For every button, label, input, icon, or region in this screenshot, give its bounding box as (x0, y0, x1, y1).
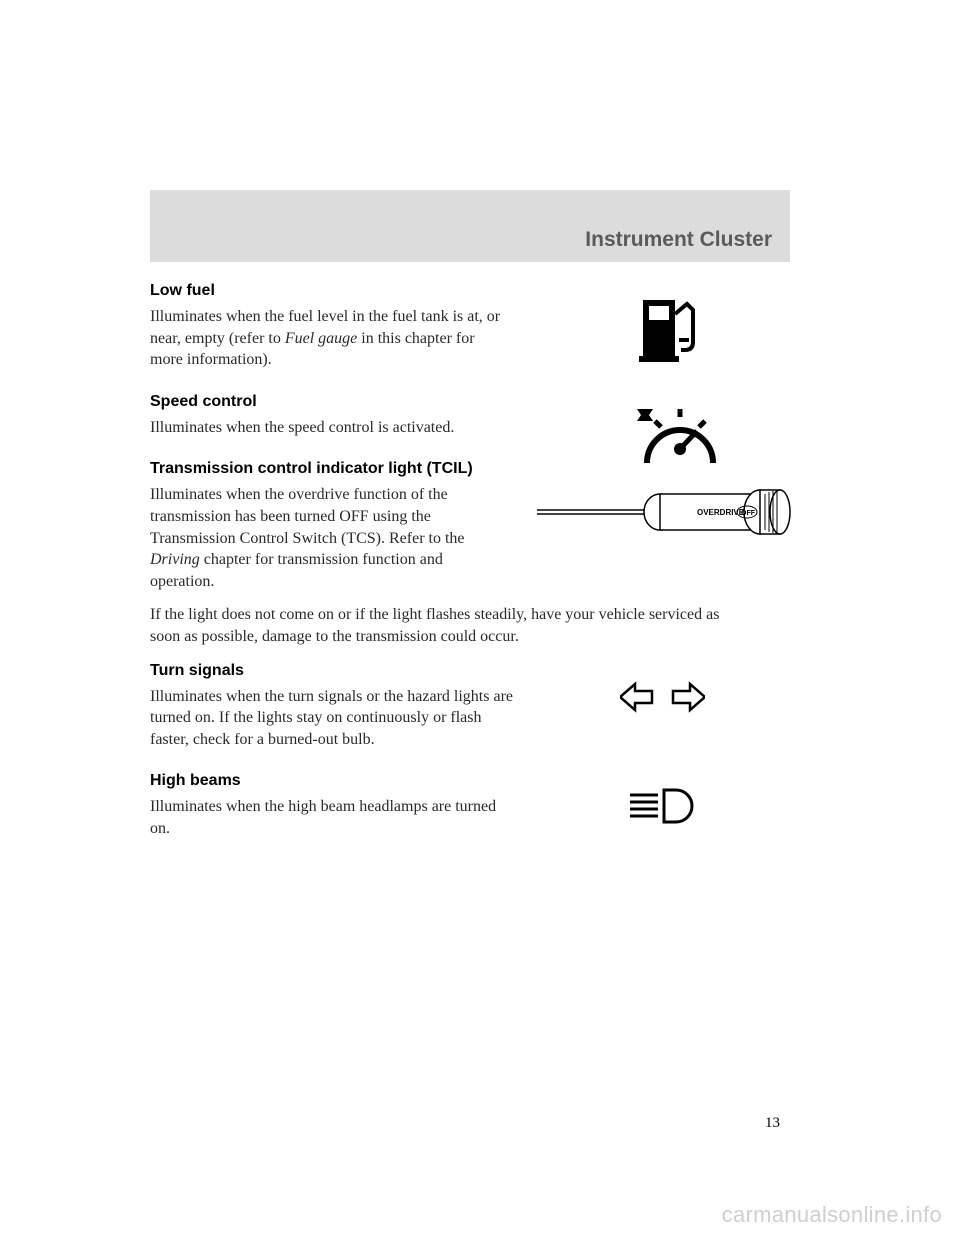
high-beam-icon (628, 786, 700, 826)
section-tcil: Transmission control indicator light (TC… (150, 460, 785, 647)
body-high-beams: Illuminates when the high beam headlamps… (150, 796, 510, 839)
watermark: carmanualsonline.info (722, 1202, 942, 1228)
manual-page: Instrument Cluster Low fuel Illuminates … (0, 0, 960, 840)
heading-tcil: Transmission control indicator light (TC… (150, 460, 785, 478)
section-high-beams: High beams Illuminates when the high bea… (150, 772, 785, 839)
turn-arrows-icon (620, 680, 705, 714)
overdrive-button-icon: OVERDRIVE OFF (535, 482, 795, 540)
heading-turn-signals: Turn signals (150, 662, 785, 680)
body-speed-control: Illuminates when the speed control is ac… (150, 417, 510, 439)
section-low-fuel: Low fuel Illuminates when the fuel level… (150, 282, 785, 371)
chapter-title: Instrument Cluster (585, 228, 772, 252)
body-turn-signals: Illuminates when the turn signals or the… (150, 686, 520, 751)
off-label: OFF (741, 510, 756, 517)
header-band: Instrument Cluster (150, 190, 790, 262)
body-tcil-2: If the light does not come on or if the … (150, 604, 730, 647)
page-number: 13 (765, 1115, 780, 1132)
body-low-fuel: Illuminates when the fuel level in the f… (150, 306, 510, 371)
fuel-pump-icon (635, 294, 705, 372)
body-tcil-1: Illuminates when the overdrive function … (150, 484, 480, 592)
section-turn-signals: Turn signals Illuminates when the turn s… (150, 662, 785, 751)
section-speed-control: Speed control Illuminates when the speed… (150, 393, 785, 439)
